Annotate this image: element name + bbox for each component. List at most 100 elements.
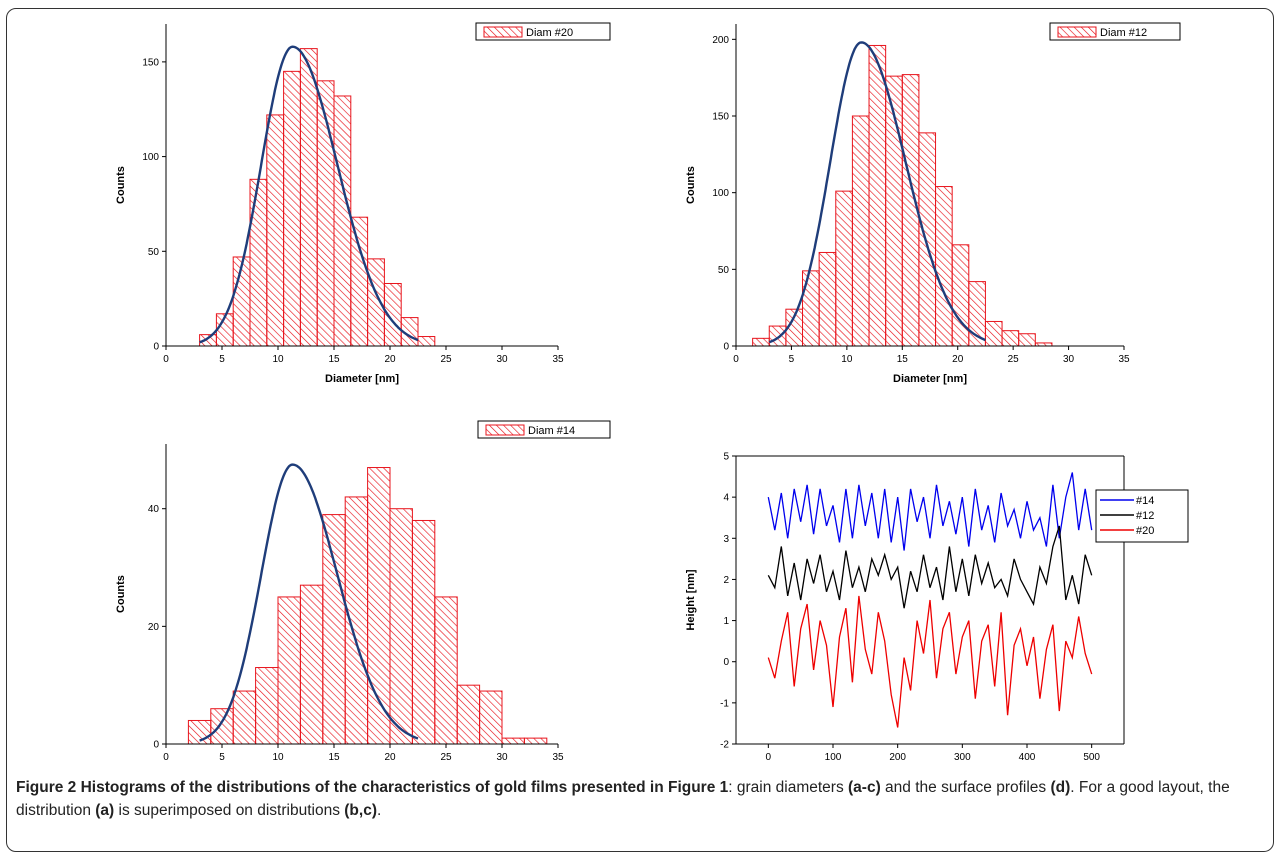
histogram-bar — [322, 514, 346, 745]
series-line — [767, 472, 1093, 551]
y-tick-label-d: 1 — [723, 616, 729, 627]
y-tick-label-a: 0 — [153, 342, 159, 353]
x-tick-label-b: 35 — [1118, 354, 1130, 365]
histogram-bar — [868, 44, 887, 347]
histogram-bar — [1018, 333, 1036, 347]
figure-caption: Figure 2 Histograms of the distributions… — [16, 776, 1266, 822]
histogram-bar — [752, 337, 770, 347]
histogram-bar — [389, 508, 413, 745]
histogram-bar — [333, 95, 352, 347]
y-tick-label-b: 150 — [712, 112, 729, 123]
legend-label: #20 — [1136, 525, 1154, 537]
caption-text-5: . — [376, 802, 382, 819]
y-axis-label-d: Height [nm] — [685, 569, 697, 630]
x-axis-label-a: Diameter [nm] — [325, 373, 399, 385]
caption-text-4: is superimposed on distributions — [114, 802, 345, 819]
legend-b: Diam #12 — [1049, 22, 1181, 41]
x-tick-label-b: 10 — [841, 354, 853, 365]
x-tick-label-a: 25 — [440, 354, 452, 365]
histogram-bar — [232, 690, 257, 745]
x-tick-label-a: 0 — [163, 354, 169, 365]
y-tick-label-a: 150 — [142, 57, 159, 68]
caption-figure-label: Figure 2 — [16, 779, 77, 796]
y-tick-label-d: 0 — [723, 657, 729, 668]
histogram-bar — [479, 690, 503, 745]
histogram-bar — [249, 178, 268, 347]
histogram-bar — [523, 737, 548, 745]
x-tick-label-c: 15 — [328, 752, 340, 763]
x-tick-label-d: 300 — [954, 752, 971, 763]
x-tick-label-b: 5 — [789, 354, 795, 365]
y-tick-label-d: 4 — [723, 493, 729, 504]
y-tick-label-d: -1 — [720, 698, 729, 709]
x-tick-label-c: 20 — [384, 752, 396, 763]
legend-c: Diam #14 — [477, 420, 611, 439]
caption-ref-bc: (b,c) — [344, 802, 377, 819]
y-tick-label-b: 0 — [723, 342, 729, 353]
legend-label: Diam #12 — [1100, 27, 1147, 39]
legend-box — [1095, 489, 1189, 543]
x-tick-label-d: 100 — [825, 752, 842, 763]
y-tick-label-d: 2 — [723, 575, 729, 586]
x-tick-label-c: 10 — [272, 752, 284, 763]
histogram-bar — [417, 336, 436, 347]
x-tick-label-a: 30 — [496, 354, 508, 365]
histogram-bar — [456, 684, 481, 745]
y-tick-label-b: 50 — [718, 265, 730, 276]
x-tick-label-a: 35 — [552, 354, 564, 365]
legend-swatch — [483, 26, 523, 38]
y-tick-label-d: -2 — [720, 740, 729, 751]
legend-a: Diam #20 — [475, 22, 611, 41]
x-tick-label-c: 5 — [219, 752, 225, 763]
x-tick-label-c: 25 — [440, 752, 452, 763]
histogram-bar — [299, 48, 318, 347]
caption-ref-d: (d) — [1050, 779, 1071, 796]
histogram-bar — [434, 596, 458, 745]
histogram-bar — [350, 216, 369, 347]
y-tick-label-d: 5 — [723, 452, 729, 463]
y-tick-label-d: 3 — [723, 534, 729, 545]
histogram-bar — [1001, 330, 1020, 347]
x-tick-label-c: 35 — [552, 752, 564, 763]
histogram-bar — [768, 325, 787, 347]
caption-ref-ac: (a-c) — [848, 779, 881, 796]
histogram-bar — [501, 737, 525, 745]
x-tick-label-c: 0 — [163, 752, 169, 763]
chart-c: 0510152025303502040Diameter [nm]CountsDi… — [115, 420, 611, 763]
fit-curve — [199, 45, 419, 344]
histogram-bar — [277, 596, 301, 745]
y-tick-label-a: 100 — [142, 152, 159, 163]
histogram-bar — [984, 320, 1003, 347]
y-tick-label-a: 50 — [148, 247, 160, 258]
legend-d: #14 #12 #20 — [1095, 489, 1189, 543]
histogram-bar — [255, 667, 279, 745]
caption-text-3: . For a good layout, the distribution — [16, 779, 1230, 819]
x-tick-label-b: 25 — [1008, 354, 1020, 365]
histogram-bar — [299, 584, 324, 745]
x-tick-label-d: 400 — [1019, 752, 1036, 763]
x-tick-label-b: 15 — [897, 354, 909, 365]
y-tick-label-c: 40 — [148, 504, 160, 515]
histogram-bar — [802, 270, 820, 347]
x-tick-label-d: 0 — [766, 752, 772, 763]
histogram-bar — [266, 114, 285, 347]
series-line — [767, 595, 1093, 728]
histogram-bar — [283, 70, 301, 347]
series-line — [767, 525, 1093, 609]
y-tick-label-b: 100 — [712, 188, 729, 199]
legend-label: #12 — [1136, 510, 1154, 522]
fit-curve — [199, 463, 419, 742]
legend-label: Diam #20 — [526, 27, 573, 39]
y-tick-label-c: 20 — [148, 622, 160, 633]
histogram-bar — [935, 186, 953, 347]
x-tick-label-d: 200 — [889, 752, 906, 763]
x-tick-label-a: 5 — [219, 354, 225, 365]
histogram-bar — [411, 519, 436, 745]
legend-label: #14 — [1136, 495, 1154, 507]
y-axis-label-b: Counts — [685, 166, 697, 204]
x-tick-label-b: 0 — [733, 354, 739, 365]
histogram-bar — [951, 244, 970, 347]
histogram-bar — [918, 132, 937, 347]
y-axis-label-c: Counts — [115, 575, 127, 613]
